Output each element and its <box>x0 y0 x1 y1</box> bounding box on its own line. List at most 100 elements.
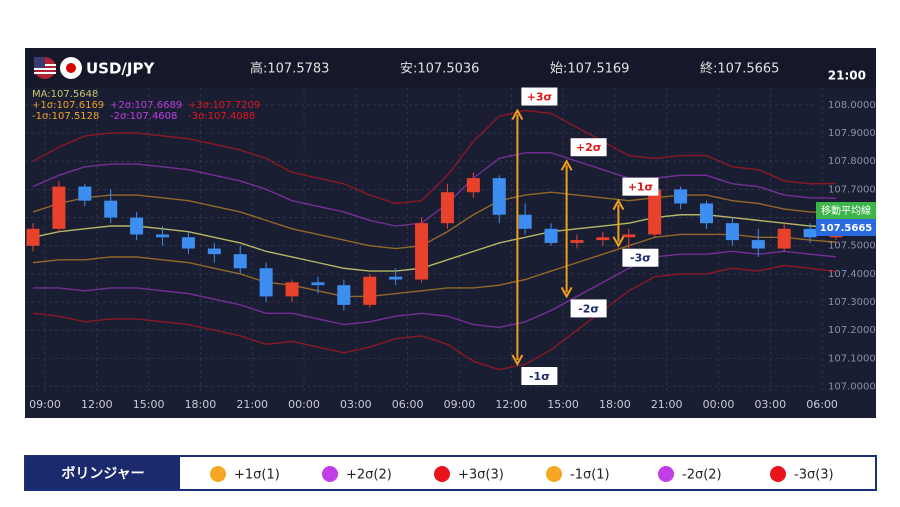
x-tick-label: 06:00 <box>806 398 838 411</box>
open-label: 始:107.5169 <box>550 62 629 77</box>
us-flag <box>34 57 56 79</box>
x-tick-label: 03:00 <box>754 398 786 411</box>
x-tick-label: 18:00 <box>599 398 631 411</box>
x-tick-label: 15:00 <box>547 398 579 411</box>
candle-body <box>337 285 351 305</box>
candle-body <box>518 214 532 229</box>
x-tick-label: 03:00 <box>340 398 372 411</box>
x-tick-label: 21:00 <box>651 398 683 411</box>
price-tag <box>816 218 876 236</box>
ma-tag <box>816 201 876 219</box>
candle-body <box>596 237 610 241</box>
candle-body <box>156 234 170 238</box>
candle-body <box>622 234 636 238</box>
y-tick-label: 107.7000 <box>828 184 876 195</box>
arrow-head <box>511 108 524 121</box>
info-label: +3σ:107.7209 <box>188 100 260 111</box>
candle-body <box>648 189 662 235</box>
annotation-box <box>570 138 607 157</box>
annotation: -3σ <box>630 252 651 265</box>
x-tick-label: 12:00 <box>81 398 113 411</box>
x-tick-label: 15:00 <box>133 398 165 411</box>
y-tick-label: 107.5000 <box>828 241 876 252</box>
legend-dot <box>658 466 674 482</box>
x-tick-label: 21:00 <box>236 398 268 411</box>
x-tick-label: 00:00 <box>288 398 320 411</box>
annotation-box <box>521 367 558 386</box>
annotation: +3σ <box>527 91 552 104</box>
candle-body <box>544 228 558 243</box>
y-tick-label: 107.8000 <box>828 156 876 167</box>
jp-flag <box>60 57 82 79</box>
info-label: -2σ:107.4608 <box>110 111 177 122</box>
info-label: -3σ:107.4088 <box>188 111 255 122</box>
y-tick-label: 107.0000 <box>828 382 876 393</box>
candle-body <box>777 228 791 249</box>
candle-body <box>570 240 584 243</box>
legend-label: -2σ(2) <box>682 468 722 483</box>
candle-body <box>78 186 92 201</box>
annotation: +2σ <box>576 141 601 154</box>
candle-body <box>104 200 118 218</box>
legend-label: -1σ(1) <box>570 468 610 483</box>
candle-body <box>803 228 817 238</box>
legend-label: +1σ(1) <box>234 468 280 483</box>
legend-dot <box>770 466 786 482</box>
candle-body <box>363 276 377 305</box>
low-label: 安:107.5036 <box>400 62 479 77</box>
annotation-box <box>622 248 659 267</box>
x-tick-label: 00:00 <box>703 398 735 411</box>
legend-dot <box>210 466 226 482</box>
candle-body <box>285 282 299 297</box>
arrow-head <box>612 236 625 248</box>
arrow-head <box>560 286 573 299</box>
close-label: 終:107.5665 <box>700 61 779 77</box>
candle-body <box>751 240 765 249</box>
y-tick-label: 107.9000 <box>828 128 876 139</box>
band-line <box>32 233 837 298</box>
pair: USD/JPY <box>86 60 155 78</box>
annotation-box <box>622 177 659 196</box>
legend-label: +3σ(3) <box>458 468 504 483</box>
y-tick-label: 107.1000 <box>828 353 876 364</box>
legend-title: ボリンジャー <box>61 466 144 482</box>
candle-body <box>699 203 713 224</box>
annotation-box <box>521 87 558 106</box>
header-bar <box>25 48 876 88</box>
high-label: 高:107.5783 <box>250 61 329 77</box>
candle-body <box>52 186 66 229</box>
arrow-head <box>560 159 573 171</box>
candle-body <box>440 192 454 224</box>
candle-body <box>492 178 506 215</box>
annotation: -1σ <box>529 370 550 383</box>
legend-dot <box>546 466 562 482</box>
x-tick-label: 09:00 <box>444 398 476 411</box>
y-tick-label: 107.3000 <box>828 297 876 308</box>
x-tick-label: 06:00 <box>392 398 424 411</box>
x-tick-label: 09:00 <box>29 398 61 411</box>
candle-body <box>181 237 195 249</box>
band-line <box>32 264 837 371</box>
candle-body <box>674 189 688 204</box>
band-line <box>32 109 837 205</box>
arrow-head <box>612 198 625 211</box>
band-line <box>32 152 837 227</box>
annotation: -2σ <box>578 302 599 315</box>
y-tick-label: 108.0000 <box>828 100 876 111</box>
legend-label: -3σ(3) <box>794 468 834 483</box>
annotation-box <box>570 299 607 318</box>
y-tick-label: 107.4000 <box>828 269 876 280</box>
band-line <box>33 250 837 329</box>
candle-body <box>311 282 325 286</box>
arrow-head <box>511 354 524 367</box>
x-tick-label: 18:00 <box>185 398 217 411</box>
candle-body <box>389 276 403 280</box>
candle-body <box>259 268 273 297</box>
candle-body <box>26 228 40 246</box>
time: 21:00 <box>828 69 866 83</box>
y-tick-label: 107.2000 <box>828 325 876 336</box>
candle-body <box>233 254 247 269</box>
annotation: +1σ <box>628 181 653 194</box>
info-label: MA:107.5648 <box>32 89 98 100</box>
